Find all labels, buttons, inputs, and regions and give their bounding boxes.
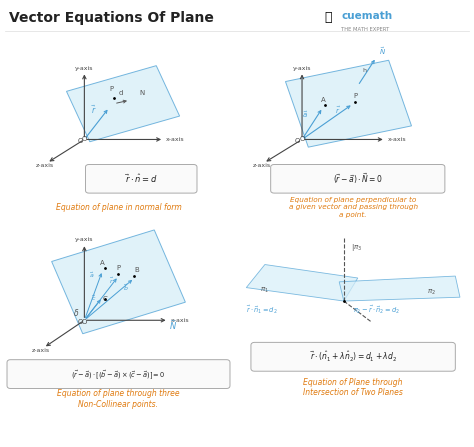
Polygon shape	[285, 60, 411, 147]
Text: 🚀: 🚀	[325, 11, 332, 24]
FancyBboxPatch shape	[251, 342, 456, 371]
Polygon shape	[339, 276, 460, 301]
Text: x-axis: x-axis	[166, 137, 185, 142]
Text: C: C	[102, 296, 107, 302]
Text: $\vec{r}\cdot\hat{n}=d$: $\vec{r}\cdot\hat{n}=d$	[125, 173, 157, 185]
Text: x-axis: x-axis	[388, 137, 407, 142]
Text: A: A	[100, 260, 105, 266]
Text: $\vec{N}$: $\vec{N}$	[169, 318, 177, 332]
Text: $\vec{r}\cdot\vec{n}_1=d_2$: $\vec{r}\cdot\vec{n}_1=d_2$	[246, 303, 278, 316]
Text: $\pi_2-\vec{r}\cdot\vec{n}_2=d_2$: $\pi_2-\vec{r}\cdot\vec{n}_2=d_2$	[353, 303, 400, 316]
Text: $\vec{b}$: $\vec{b}$	[123, 283, 129, 293]
Text: B: B	[135, 267, 139, 273]
Text: $(\vec{r}-\vec{a})\cdot[(\vec{b}-\vec{a})\times(\vec{c}-\vec{a})]=0$: $(\vec{r}-\vec{a})\cdot[(\vec{b}-\vec{a}…	[71, 367, 166, 380]
Text: O: O	[82, 319, 88, 325]
Text: x-axis: x-axis	[171, 318, 190, 323]
Text: $|\pi_3$: $|\pi_3$	[351, 242, 362, 253]
Text: z-axis: z-axis	[252, 163, 271, 168]
FancyBboxPatch shape	[271, 164, 445, 193]
Text: cuemath: cuemath	[341, 11, 392, 21]
Text: y-axis: y-axis	[75, 66, 94, 71]
Text: $\vec{a}$: $\vec{a}$	[302, 110, 308, 120]
Text: O: O	[82, 136, 88, 142]
Text: $\vec{r}$: $\vec{r}$	[91, 104, 97, 116]
Text: P: P	[109, 86, 114, 92]
Polygon shape	[246, 265, 358, 301]
Text: Equation of Plane through
Intersection of Two Planes: Equation of Plane through Intersection o…	[303, 378, 403, 397]
Text: A: A	[320, 97, 325, 103]
Text: $\vec{r}$: $\vec{r}$	[335, 105, 340, 116]
Text: Equation of plane in normal form: Equation of plane in normal form	[55, 203, 182, 212]
Text: O: O	[78, 138, 83, 144]
Text: O: O	[300, 136, 305, 142]
Text: z-axis: z-axis	[36, 163, 54, 168]
Text: N: N	[139, 90, 144, 96]
Text: P: P	[116, 266, 120, 271]
Text: O: O	[78, 319, 83, 325]
Polygon shape	[66, 66, 180, 142]
Text: z-axis: z-axis	[32, 348, 50, 353]
Text: $\pi_1$: $\pi_1$	[260, 286, 269, 295]
Text: Equation of plane perpendicular to
a given vector and passing through
a point.: Equation of plane perpendicular to a giv…	[289, 197, 418, 218]
Text: $\vec{a}$: $\vec{a}$	[89, 271, 95, 280]
Text: $\vec{r}$: $\vec{r}$	[109, 275, 115, 286]
Text: y-axis: y-axis	[75, 237, 94, 242]
Polygon shape	[52, 230, 185, 334]
Text: Vector Equations Of Plane: Vector Equations Of Plane	[9, 11, 214, 25]
Text: P: P	[353, 93, 357, 99]
Text: $\delta$: $\delta$	[73, 308, 79, 318]
Text: $\vec{N}$: $\vec{N}$	[379, 46, 386, 57]
Text: $(\vec{r}-\vec{a})\cdot\vec{N}=0$: $(\vec{r}-\vec{a})\cdot\vec{N}=0$	[333, 171, 383, 186]
Text: h: h	[363, 67, 366, 72]
Text: $\vec{c}$: $\vec{c}$	[91, 294, 97, 303]
Text: THE MATH EXPERT: THE MATH EXPERT	[341, 27, 390, 32]
Text: $\vec{r}\cdot(\hat{n}_1+\lambda\hat{n}_2)=d_1+\lambda d_2$: $\vec{r}\cdot(\hat{n}_1+\lambda\hat{n}_2…	[310, 350, 397, 364]
Text: O: O	[295, 138, 301, 144]
Text: $\pi_2$: $\pi_2$	[428, 287, 436, 296]
FancyBboxPatch shape	[85, 164, 197, 193]
Text: Equation of plane through three
Non-Collinear points.: Equation of plane through three Non-Coll…	[57, 389, 180, 409]
Text: d: d	[118, 90, 123, 96]
FancyBboxPatch shape	[7, 360, 230, 388]
Text: y-axis: y-axis	[293, 66, 311, 71]
